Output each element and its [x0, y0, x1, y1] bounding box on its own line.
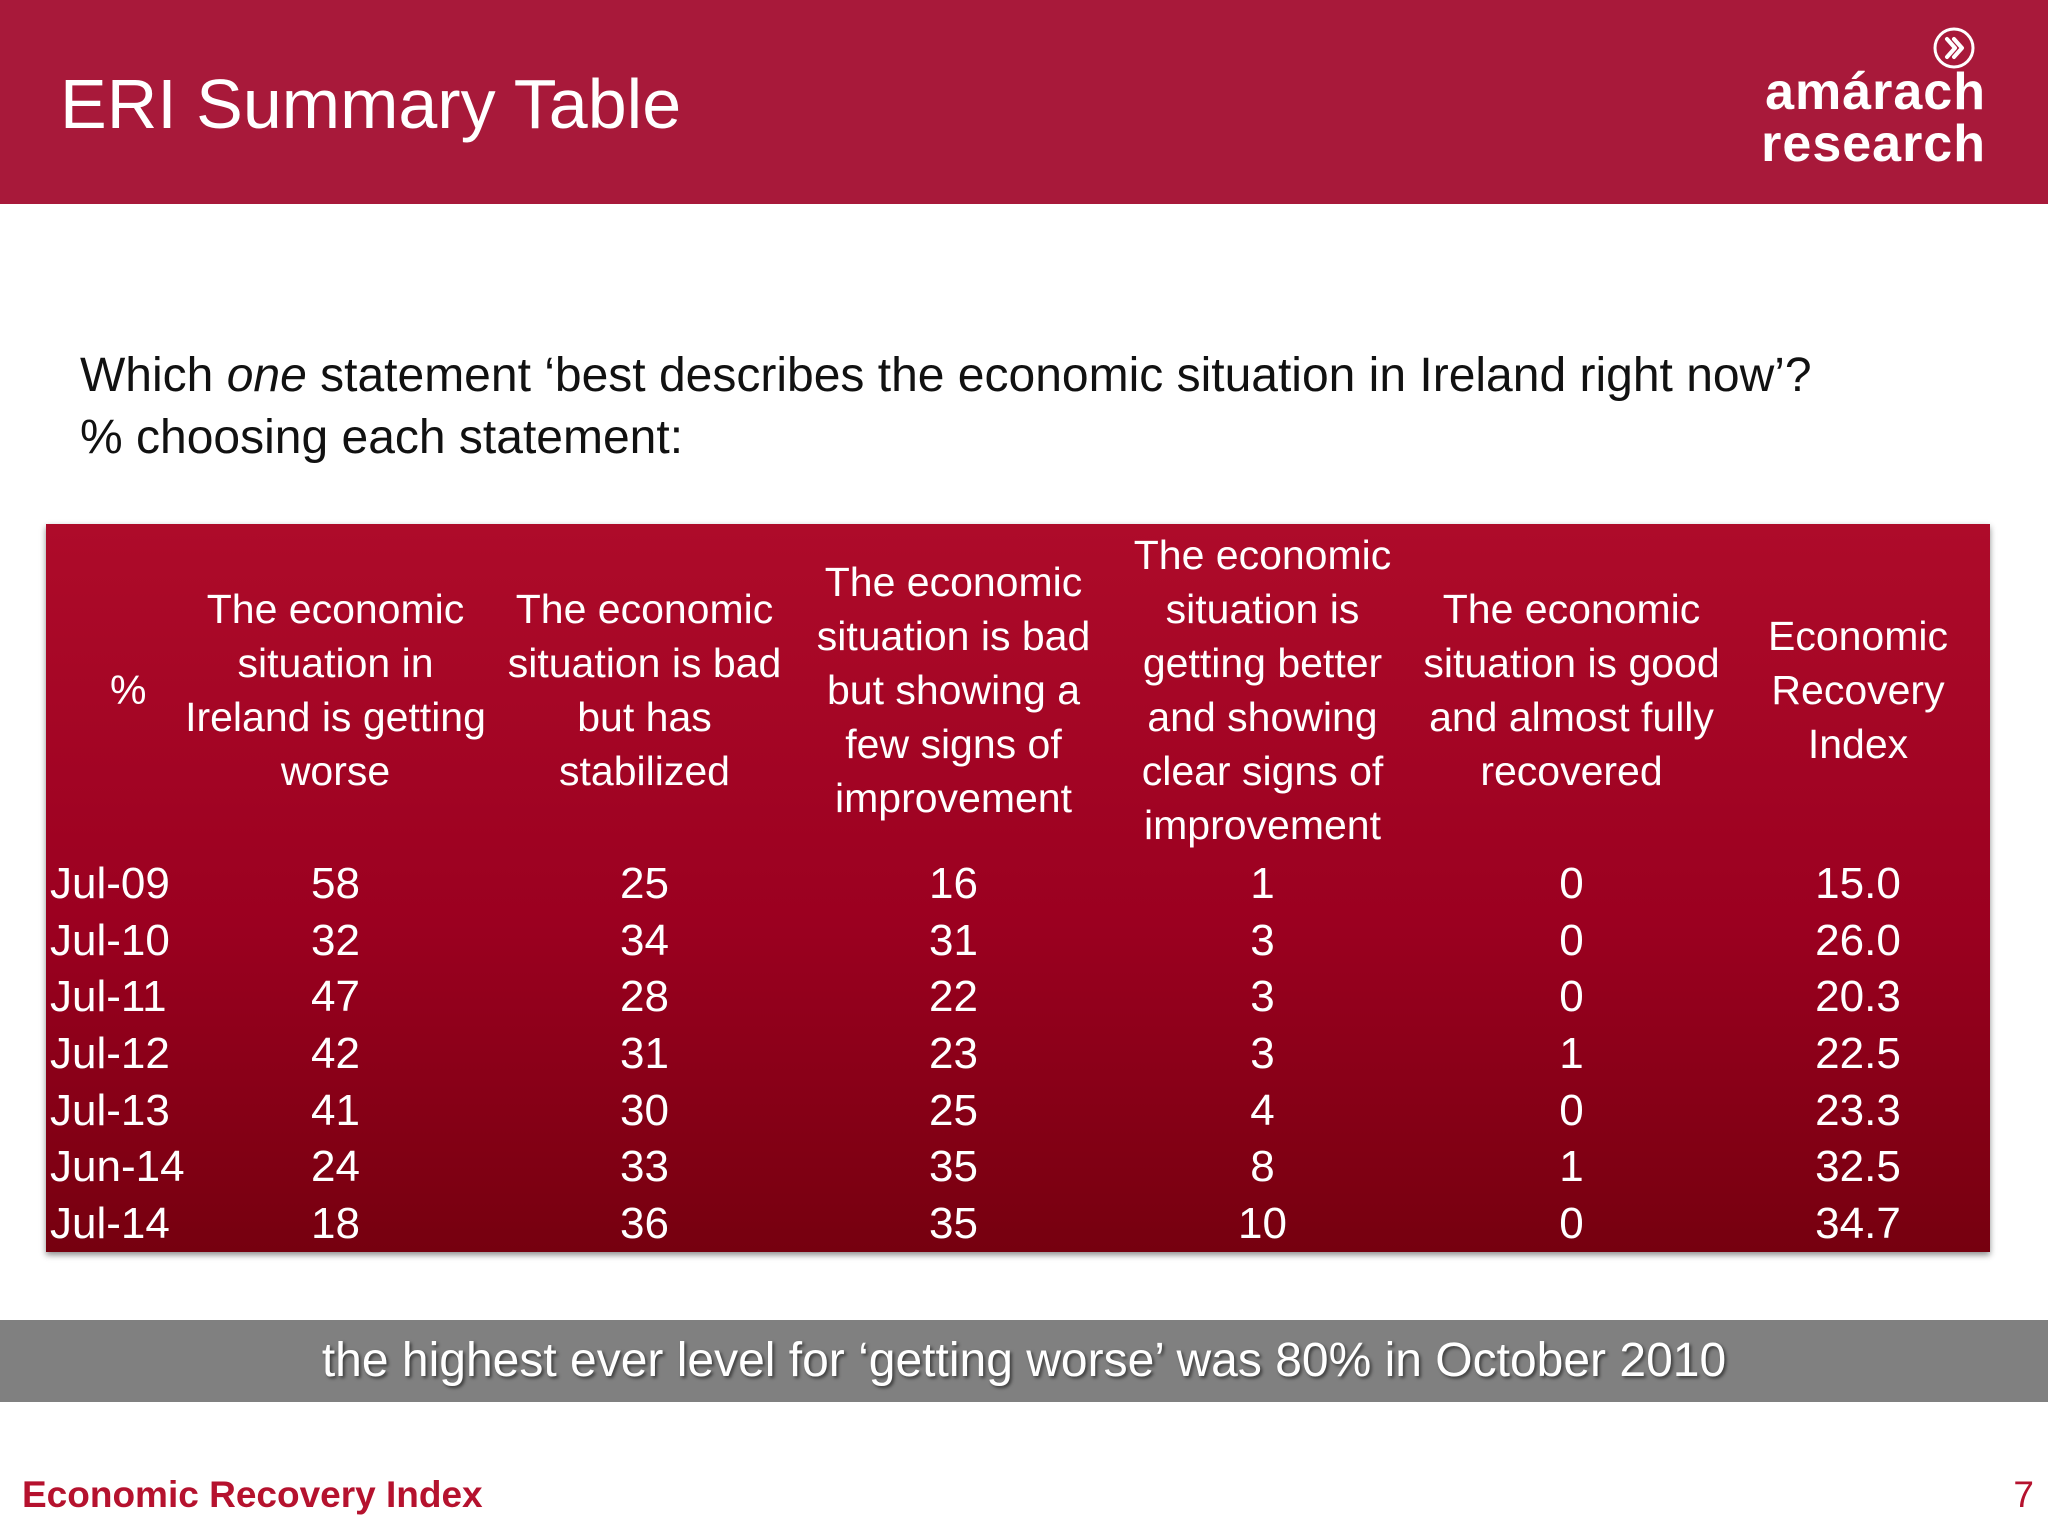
table-cell: Jul-11	[50, 972, 167, 1022]
table-cell: 3	[1250, 915, 1275, 965]
table-cell: 0	[1559, 1198, 1584, 1248]
table-cell: 0	[1559, 859, 1584, 909]
eri-summary-table: % The economic situation in Ireland is g…	[46, 524, 1990, 1252]
callout-banner: the highest ever level for ‘getting wors…	[0, 1320, 2048, 1402]
table-cell: Jun-14	[50, 1142, 185, 1192]
table-cell: 41	[311, 1085, 360, 1135]
table-cell: 30	[620, 1085, 669, 1135]
table-cell: 32	[311, 915, 360, 965]
data-table: % The economic situation in Ireland is g…	[46, 524, 1990, 1252]
table-cell: Jul-10	[50, 915, 170, 965]
column-header: The economic situation in Ireland is get…	[185, 586, 486, 794]
table-cell: 26.0	[1815, 915, 1901, 965]
table-cell: 31	[929, 915, 978, 965]
table-cell: 3	[1250, 972, 1275, 1022]
table-cell: 35	[929, 1142, 978, 1192]
table-cell: Jul-09	[50, 859, 170, 909]
table-cell: 0	[1559, 1085, 1584, 1135]
table-cell: Jul-14	[50, 1198, 170, 1248]
table-cell: 3	[1250, 1028, 1275, 1078]
column-header: The economic situation is bad but has st…	[507, 586, 782, 794]
table-cell: 25	[620, 859, 669, 909]
table-row: Jul-12 42 31 23 3 1 22.5	[46, 1026, 1990, 1083]
table-cell: 34.7	[1815, 1198, 1901, 1248]
table-row: Jul-11 47 28 22 3 0 20.3	[46, 969, 1990, 1026]
logo-text-line2: research	[1761, 115, 1986, 173]
table-cell: 25	[929, 1085, 978, 1135]
table-cell: 4	[1250, 1085, 1275, 1135]
logo-text-line1: amárach	[1765, 63, 1986, 121]
table-header-row: % The economic situation in Ireland is g…	[46, 524, 1990, 856]
table-cell: 10	[1238, 1198, 1287, 1248]
table-cell: 34	[620, 915, 669, 965]
column-header: The economic situation is bad but showin…	[816, 559, 1091, 821]
table-cell: 20.3	[1815, 972, 1901, 1022]
table-cell: 23.3	[1815, 1085, 1901, 1135]
table-cell: 24	[311, 1142, 360, 1192]
table-cell: 0	[1559, 915, 1584, 965]
slide-title: ERI Summary Table	[60, 65, 682, 143]
table-cell: 0	[1559, 972, 1584, 1022]
question-text-before: Which	[80, 349, 227, 402]
table-cell: 18	[311, 1198, 360, 1248]
column-header: Economic Recovery Index	[1767, 613, 1948, 767]
table-row: Jul-09 58 25 16 1 0 15.0	[46, 856, 1990, 913]
survey-question: Which one statement ‘best describes the …	[80, 345, 1980, 469]
table-cell: 1	[1250, 859, 1275, 909]
question-line-2: % choosing each statement:	[80, 411, 684, 464]
column-header: The economic situation is getting better…	[1133, 532, 1392, 848]
table-cell: 33	[620, 1142, 669, 1192]
footer-title: Economic Recovery Index	[22, 1474, 483, 1515]
table-cell: 15.0	[1815, 859, 1901, 909]
table-cell: 36	[620, 1198, 669, 1248]
table-cell: 1	[1559, 1028, 1584, 1078]
table-cell: Jul-13	[50, 1085, 170, 1135]
question-emphasis: one	[226, 349, 307, 402]
column-header: The economic situation is good and almos…	[1423, 586, 1720, 794]
table-cell: 47	[311, 972, 360, 1022]
table-cell: 35	[929, 1198, 978, 1248]
table-cell: 22.5	[1815, 1028, 1901, 1078]
amarach-logo: amárach research	[1756, 27, 1996, 173]
table-row: Jul-10 32 34 31 3 0 26.0	[46, 913, 1990, 970]
table-row: Jun-14 24 33 35 8 1 32.5	[46, 1139, 1990, 1196]
table-cell: 22	[929, 972, 978, 1022]
table-cell: 16	[929, 859, 978, 909]
question-line-1: Which one statement ‘best describes the …	[80, 345, 1980, 407]
table-cell: Jul-12	[50, 1028, 170, 1078]
table-cell: 28	[620, 972, 669, 1022]
column-header: %	[110, 667, 147, 713]
table-cell: 8	[1250, 1142, 1275, 1192]
table-cell: 58	[311, 859, 360, 909]
table-cell: 42	[311, 1028, 360, 1078]
question-text-after: statement ‘best describes the economic s…	[306, 349, 1812, 402]
table-cell: 23	[929, 1028, 978, 1078]
table-row: Jul-13 41 30 25 4 0 23.3	[46, 1082, 1990, 1139]
page-number: 7	[2013, 1474, 2034, 1515]
table-cell: 32.5	[1815, 1142, 1901, 1192]
table-row: Jul-14 18 36 35 10 0 34.7	[46, 1195, 1990, 1252]
table-cell: 31	[620, 1028, 669, 1078]
header-bar: ERI Summary Table amárach research	[0, 0, 2048, 204]
table-cell: 1	[1559, 1142, 1584, 1192]
chevron-circle-icon	[1933, 27, 1975, 69]
